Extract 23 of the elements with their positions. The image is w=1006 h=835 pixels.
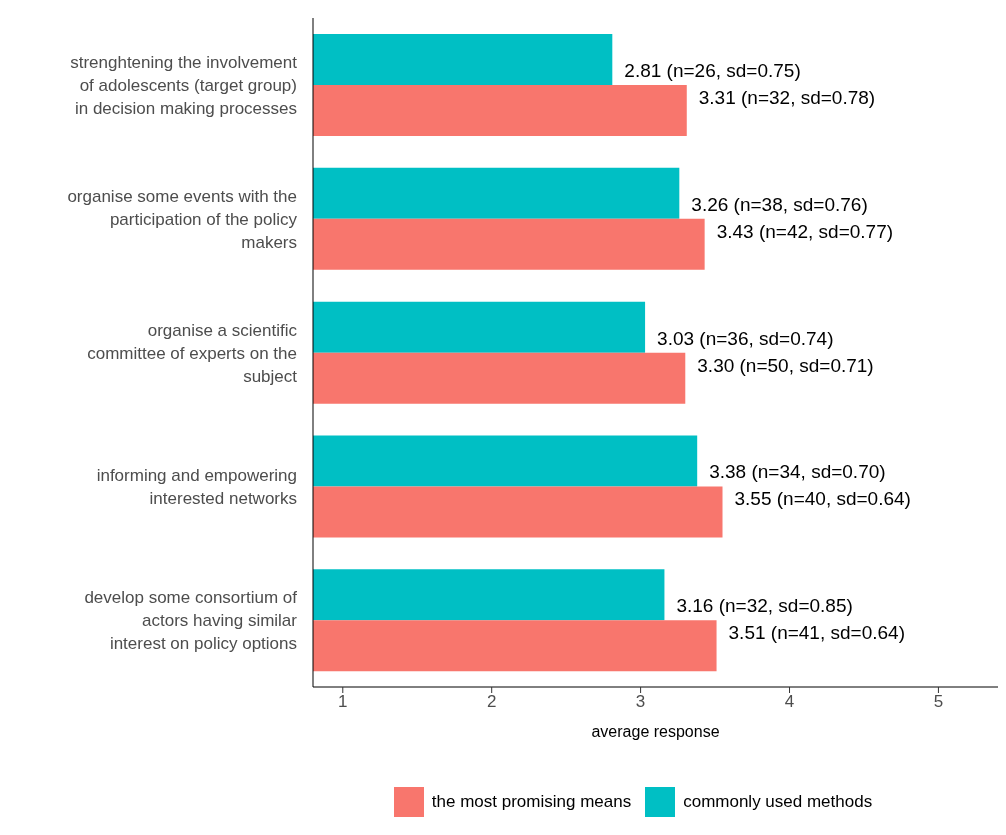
data-label: 3.16 (n=32, sd=0.85) xyxy=(676,595,853,617)
data-label: 3.51 (n=41, sd=0.64) xyxy=(728,622,905,644)
legend-label: the most promising means xyxy=(431,792,632,812)
x-axis-title: average response xyxy=(591,723,720,740)
data-label: 3.43 (n=42, sd=0.77) xyxy=(716,220,894,242)
y-tick-label: strenghtening the involvement of adolescents (target group) in decision making processes xyxy=(70,52,298,118)
data-label: 3.38 (n=34, sd=0.70) xyxy=(709,461,886,483)
data-label: 3.31 (n=32, sd=0.78) xyxy=(698,87,876,109)
x-tick-label: 3 xyxy=(635,692,646,712)
legend-label: commonly used methods xyxy=(683,792,873,812)
y-tick-label: organise a scientific committee of experts on the subject xyxy=(87,320,298,385)
x-tick-label: 4 xyxy=(784,692,795,712)
data-label: 3.03 (n=36, sd=0.74) xyxy=(657,327,834,349)
data-label: 2.81 (n=26, sd=0.75) xyxy=(624,60,801,82)
y-tick-label: organise some events with the participation of the policy makers xyxy=(67,186,298,252)
y-tick-label: develop some consortium of actors having similar interest on policy options xyxy=(84,587,298,653)
data-label: 3.30 (n=50, sd=0.71) xyxy=(697,354,874,376)
data-label: 3.55 (n=40, sd=0.64) xyxy=(734,488,911,510)
y-tick-label: informing and empowering interested networks xyxy=(96,465,297,508)
x-tick-label: 5 xyxy=(933,692,944,712)
x-tick-label: 2 xyxy=(486,692,497,712)
x-tick-label: 1 xyxy=(338,692,348,712)
data-label: 3.26 (n=38, sd=0.76) xyxy=(691,193,868,215)
